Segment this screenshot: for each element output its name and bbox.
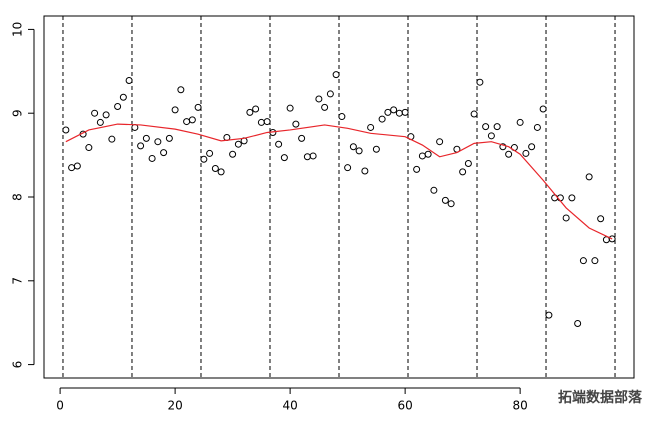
y-tick-label: 10 bbox=[11, 22, 25, 37]
point bbox=[533, 123, 541, 131]
point bbox=[252, 105, 260, 113]
point bbox=[441, 196, 449, 204]
point bbox=[85, 144, 93, 152]
point bbox=[476, 78, 484, 86]
point bbox=[493, 123, 501, 131]
point bbox=[344, 164, 352, 172]
point bbox=[545, 311, 553, 319]
point bbox=[384, 108, 392, 116]
point bbox=[148, 154, 156, 162]
point bbox=[332, 71, 340, 79]
point bbox=[263, 118, 271, 126]
point bbox=[165, 134, 173, 142]
point bbox=[298, 134, 306, 142]
point bbox=[372, 145, 380, 153]
point bbox=[413, 165, 421, 173]
point bbox=[183, 118, 191, 126]
point bbox=[217, 168, 225, 176]
point bbox=[436, 138, 444, 146]
y-tick-label: 9 bbox=[11, 109, 25, 117]
point bbox=[315, 95, 323, 103]
point bbox=[142, 134, 150, 142]
point bbox=[280, 154, 288, 162]
watermark: 拓端数据部落 bbox=[558, 389, 643, 406]
point bbox=[303, 153, 311, 161]
point bbox=[68, 164, 76, 172]
point bbox=[292, 120, 300, 128]
point bbox=[499, 143, 507, 151]
point bbox=[367, 123, 375, 131]
point bbox=[459, 168, 467, 176]
point bbox=[522, 149, 530, 157]
point bbox=[91, 109, 99, 117]
point bbox=[73, 162, 81, 170]
point bbox=[200, 155, 208, 163]
x-tick-label: 40 bbox=[282, 399, 297, 413]
point bbox=[257, 118, 265, 126]
point bbox=[395, 109, 403, 117]
point bbox=[114, 103, 122, 110]
point bbox=[470, 110, 478, 118]
point bbox=[137, 142, 145, 150]
point bbox=[591, 257, 599, 265]
point bbox=[62, 126, 70, 134]
trend-line bbox=[65, 123, 613, 240]
x-tick-label: 80 bbox=[512, 399, 527, 413]
point bbox=[539, 105, 547, 113]
point bbox=[321, 103, 329, 111]
point bbox=[579, 257, 587, 265]
point bbox=[361, 167, 369, 175]
point bbox=[418, 152, 426, 160]
x-tick-label: 0 bbox=[56, 399, 64, 413]
point bbox=[229, 150, 237, 158]
y-tick-label: 7 bbox=[11, 277, 25, 285]
point bbox=[102, 111, 110, 119]
point bbox=[177, 86, 185, 94]
point bbox=[401, 108, 409, 116]
point bbox=[516, 118, 524, 126]
x-tick-label: 20 bbox=[167, 399, 182, 413]
point bbox=[188, 116, 196, 124]
plot-box bbox=[43, 15, 635, 379]
point bbox=[246, 108, 254, 116]
point bbox=[326, 90, 334, 98]
point bbox=[154, 138, 162, 146]
point bbox=[211, 165, 219, 173]
point bbox=[482, 123, 490, 131]
point bbox=[309, 152, 317, 160]
point bbox=[275, 140, 283, 148]
point bbox=[160, 149, 168, 157]
point bbox=[108, 135, 116, 143]
point bbox=[96, 118, 104, 126]
y-tick-label: 8 bbox=[11, 193, 25, 201]
y-tick-label: 6 bbox=[11, 361, 25, 369]
point bbox=[585, 173, 593, 181]
point bbox=[608, 235, 616, 243]
point bbox=[424, 150, 432, 158]
point bbox=[349, 143, 357, 151]
point bbox=[505, 150, 513, 158]
point bbox=[355, 147, 363, 155]
point bbox=[206, 149, 214, 157]
point bbox=[286, 104, 294, 112]
point bbox=[171, 106, 179, 114]
point bbox=[119, 93, 127, 101]
point bbox=[234, 140, 242, 148]
point bbox=[378, 115, 386, 123]
point bbox=[528, 143, 536, 151]
x-tick-label: 60 bbox=[397, 399, 412, 413]
point bbox=[562, 214, 570, 222]
point bbox=[338, 113, 346, 121]
point bbox=[487, 132, 495, 140]
point bbox=[464, 159, 472, 167]
point bbox=[447, 200, 455, 208]
point bbox=[390, 106, 398, 114]
point bbox=[194, 103, 202, 111]
point bbox=[125, 77, 133, 85]
point bbox=[597, 215, 605, 223]
point bbox=[574, 320, 582, 328]
point bbox=[430, 186, 438, 194]
point bbox=[568, 194, 576, 202]
